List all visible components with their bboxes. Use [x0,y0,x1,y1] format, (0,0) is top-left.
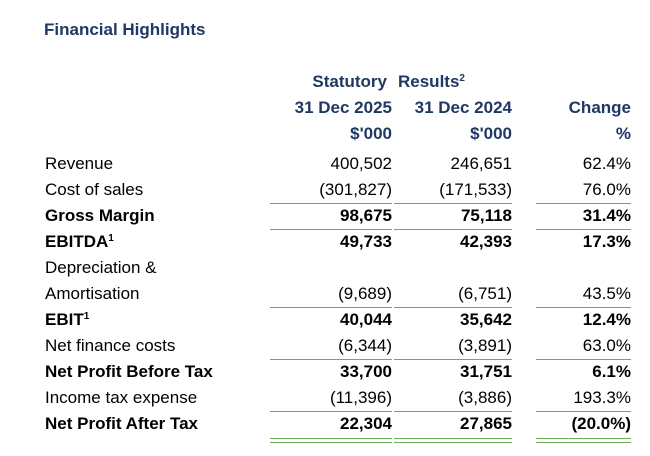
footnote-marker: 1 [108,233,114,244]
page-title: Financial Highlights [44,20,206,39]
subtotal-rule [394,411,512,412]
value-change: 193.3% [573,388,631,407]
value-2025: 49,733 [340,232,392,251]
row-label: Net finance costs [45,336,176,355]
subtotal-rule [536,229,631,230]
value-2025: (9,689) [338,284,392,303]
row-label: Income tax expense [45,388,198,407]
value-change: 12.4% [582,310,631,329]
value-2025: 400,502 [330,154,392,173]
subtotal-rule [270,307,392,308]
value-change: (20.0%) [571,414,631,433]
header-unit-change: % [615,124,631,143]
row-label: Cost of sales [45,180,144,199]
table-row: Revenue 400,502 246,651 62.4% [0,151,650,177]
value-change: 17.3% [582,232,631,251]
row-label: Gross Margin [45,206,155,225]
subtotal-rule [270,229,392,230]
value-2024: (3,891) [458,336,512,355]
table-row: Income tax expense (11,396) (3,886) 193.3% [0,385,650,411]
value-2025: (6,344) [338,336,392,355]
header-date-2025: 31 Dec 2025 [294,98,392,117]
subtotal-rule [394,203,512,204]
table-row: EBITDA1 49,733 42,393 17.3% [0,229,650,255]
header-unit-2025: $'000 [350,124,392,143]
subtotal-rule [394,359,512,360]
subtotal-rule [270,359,392,360]
subtotal-rule [536,203,631,204]
subtotal-rule [536,411,631,412]
table-row: Cost of sales (301,827) (171,533) 76.0% [0,177,650,203]
table-row: Depreciation & [0,255,650,281]
subtotal-rule [536,307,631,308]
header-group-statutory: Statutory [312,72,387,91]
table-row: Net finance costs (6,344) (3,891) 63.0% [0,333,650,359]
header-group-results: Results2 [398,72,465,91]
header-unit-2024: $'000 [470,124,512,143]
subtotal-rule [394,307,512,308]
value-change: 43.5% [582,284,631,303]
value-2024: (6,751) [458,284,512,303]
row-label: Depreciation & [45,258,157,277]
row-label: EBIT1 [45,310,90,329]
value-2025: (11,396) [329,388,392,407]
value-2024: (171,533) [439,180,512,199]
table-row: Amortisation (9,689) (6,751) 43.5% [0,281,650,307]
value-2025: 33,700 [340,362,392,381]
header-change: Change [568,98,631,117]
value-change: 76.0% [582,180,631,199]
row-label: EBITDA1 [45,232,114,251]
value-2025: 40,044 [340,310,392,329]
row-label: Net Profit After Tax [45,414,199,433]
value-2025: (301,827) [319,180,392,199]
header-date-2024: 31 Dec 2024 [414,98,512,117]
table-row: EBIT1 40,044 35,642 12.4% [0,307,650,333]
table-row: Gross Margin 98,675 75,118 31.4% [0,203,650,229]
value-change: 31.4% [582,206,631,225]
table-row: Net Profit After Tax 22,304 27,865 (20.0%) [0,411,650,437]
value-change: 63.0% [582,336,631,355]
row-label: Amortisation [45,284,140,303]
subtotal-rule [270,203,392,204]
footnote-marker: 2 [459,73,465,84]
value-2024: 31,751 [460,362,512,381]
value-2024: (3,886) [458,388,512,407]
total-double-rule [536,438,631,443]
value-2024: 27,865 [460,414,512,433]
total-double-rule [270,438,392,443]
table-row: Net Profit Before Tax 33,700 31,751 6.1% [0,359,650,385]
value-2025: 22,304 [340,414,392,433]
row-label: Revenue [45,154,114,173]
value-2024: 246,651 [450,154,512,173]
subtotal-rule [270,411,392,412]
subtotal-rule [394,229,512,230]
row-label: Net Profit Before Tax [45,362,213,381]
subtotal-rule [536,359,631,360]
value-change: 62.4% [582,154,631,173]
value-change: 6.1% [592,362,631,381]
value-2024: 75,118 [460,206,512,225]
total-double-rule [394,438,512,443]
value-2024: 42,393 [460,232,512,251]
value-2025: 98,675 [340,206,392,225]
footnote-marker: 1 [83,311,90,322]
value-2024: 35,642 [460,310,512,329]
